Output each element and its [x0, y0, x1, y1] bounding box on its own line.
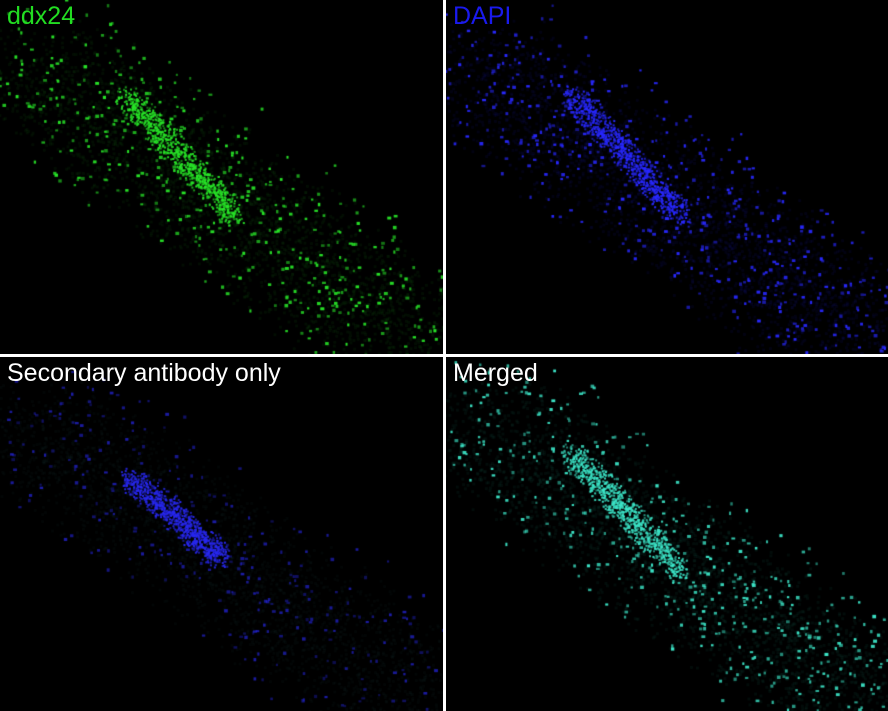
panel-merged: Merged [446, 357, 888, 711]
panel-label-ddx24: ddx24 [7, 2, 76, 30]
panel-secondary-only: Secondary antibody only [0, 357, 443, 711]
panel-ddx24: ddx24 [0, 0, 443, 354]
dapi-micrograph [446, 0, 888, 354]
panel-label-merged: Merged [453, 359, 538, 387]
panel-label-secondary: Secondary antibody only [7, 359, 281, 387]
panel-label-dapi: DAPI [453, 2, 512, 30]
merged-micrograph [446, 357, 888, 711]
panel-dapi: DAPI [446, 0, 888, 354]
ddx24-micrograph [0, 0, 443, 354]
secondary-only-micrograph [0, 357, 443, 711]
